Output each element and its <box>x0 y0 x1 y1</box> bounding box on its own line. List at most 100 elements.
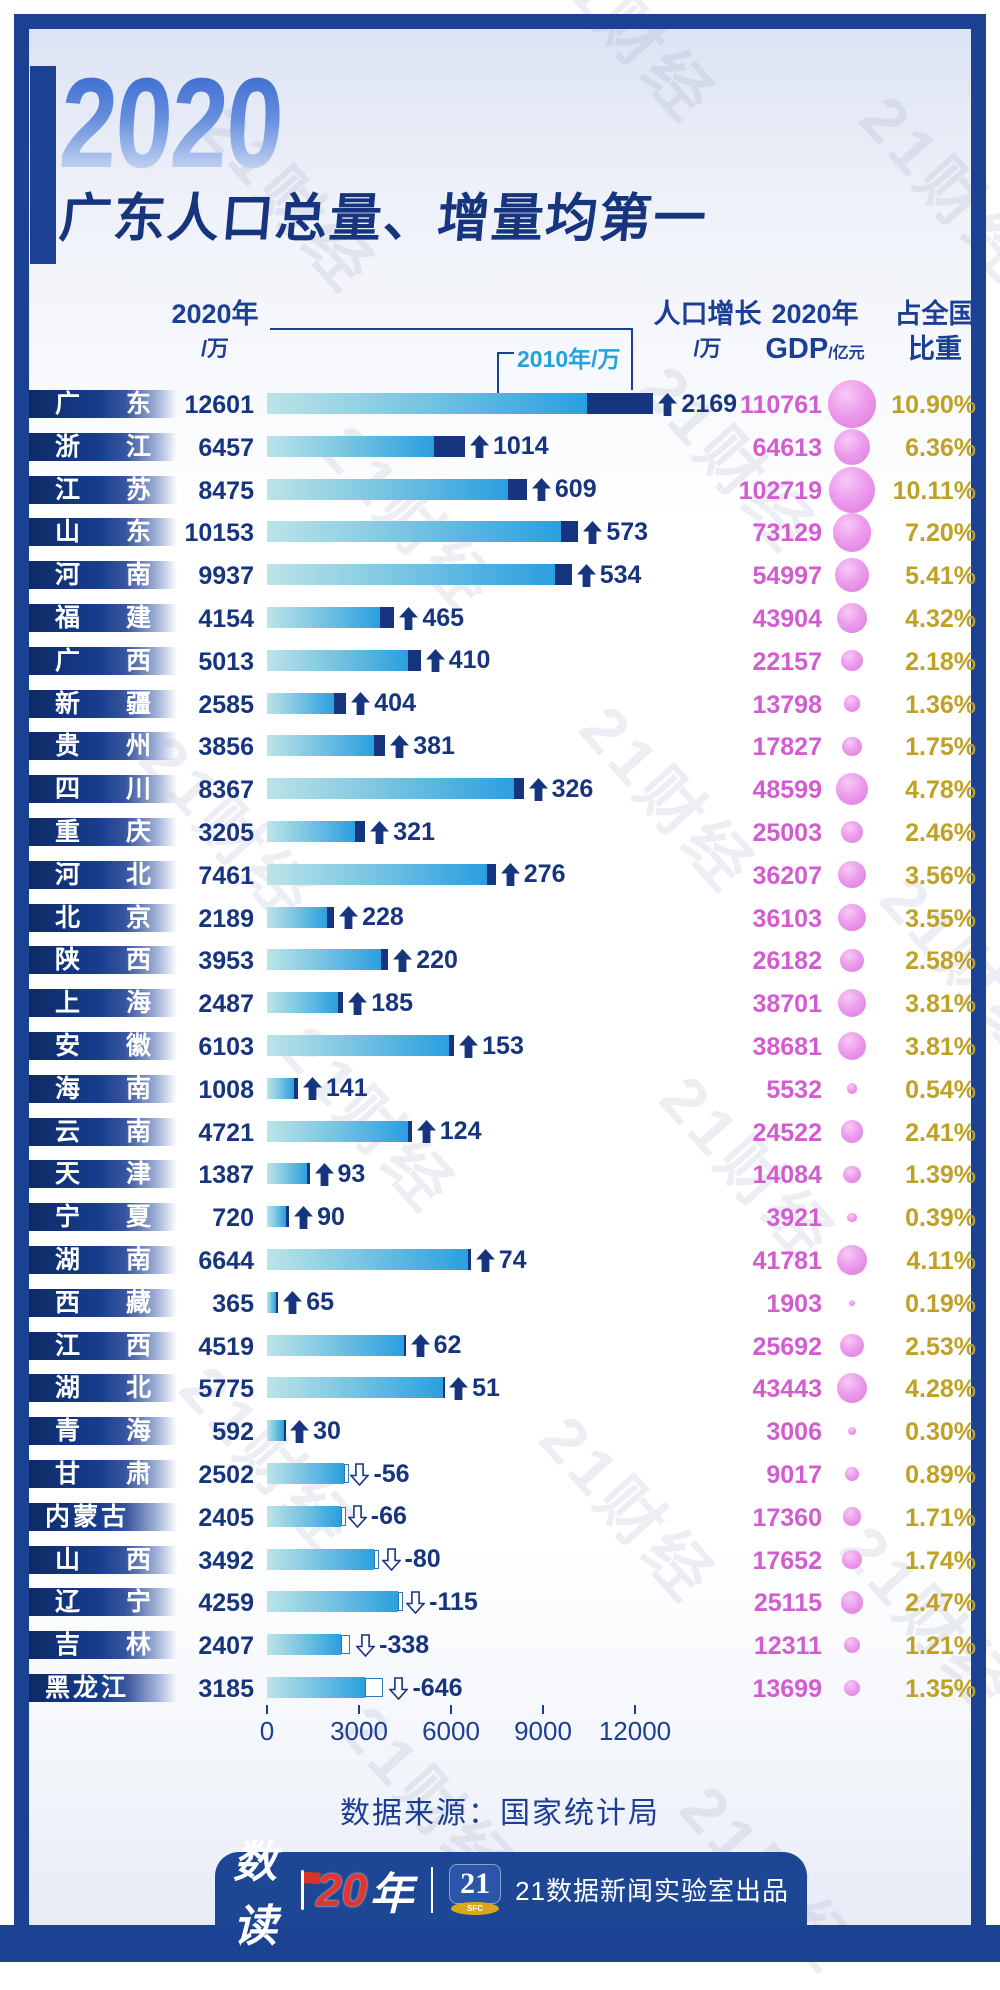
growth-indicator: 65 <box>283 1288 334 1317</box>
province-label: 福建 <box>29 604 177 632</box>
share-bubble <box>843 1165 861 1183</box>
population-bar <box>267 906 335 928</box>
pop-2020-value: 3856 <box>198 733 254 762</box>
title-year: 2020 <box>56 52 286 195</box>
bar-growth-segment <box>355 821 366 842</box>
share-bubble <box>838 903 866 932</box>
gdp-value: 17827 <box>752 733 822 762</box>
column-header-gdp-unit: /亿元 <box>828 345 865 362</box>
growth-value: 62 <box>433 1331 462 1360</box>
pop-2020-value: 2407 <box>198 1632 254 1661</box>
growth-arrow-up-icon <box>410 1334 430 1358</box>
growth-arrow-up-icon <box>370 820 390 844</box>
growth-arrow-up-icon <box>283 1291 303 1315</box>
growth-indicator: 74 <box>475 1246 527 1274</box>
province-char: 南 <box>125 1074 151 1103</box>
bar-2010-segment <box>267 1677 365 1698</box>
province-char: 海 <box>55 1074 81 1103</box>
share-bubble <box>840 1334 864 1358</box>
share-percent: 5.41% <box>905 562 976 591</box>
logo-year: 20 <box>316 1863 368 1916</box>
province-char: 北 <box>55 903 81 932</box>
party-flag-icon <box>300 1869 321 1910</box>
share-percent: 4.11% <box>906 1247 976 1275</box>
table-row: 新疆 2585 404 13798 1.36% <box>0 689 1000 719</box>
bar-decline-segment <box>364 1678 384 1697</box>
share-percent: 0.54% <box>905 1075 976 1104</box>
growth-indicator: 534 <box>576 561 641 589</box>
population-bar <box>267 1334 406 1356</box>
table-row: 河南 9937 534 54997 5.41% <box>0 558 1000 593</box>
growth-value: 276 <box>523 860 566 889</box>
table-row: 宁夏 720 90 3921 0.39% <box>0 1203 1000 1232</box>
population-bar <box>267 1548 380 1570</box>
bar-2010-segment <box>267 735 374 757</box>
province-label: 湖南 <box>29 1246 177 1274</box>
province-label: 宁夏 <box>29 1203 177 1232</box>
gdp-value: 22157 <box>752 647 822 676</box>
growth-indicator: 30 <box>290 1417 341 1445</box>
growth-value: 228 <box>362 903 404 932</box>
footer-banner: 数读 20 年 21 SFC 21数据新闻实验室出品 <box>215 1838 807 1951</box>
bar-2010-segment <box>267 1634 341 1656</box>
province-char: 陕 <box>55 946 81 975</box>
table-row: 甘肃 2502 -56 9017 0.89% <box>0 1460 1000 1489</box>
share-percent: 0.30% <box>905 1418 976 1447</box>
gdp-value: 102719 <box>738 476 822 505</box>
population-bar <box>267 821 366 842</box>
bar-decline-segment <box>374 1549 380 1569</box>
bar-growth-segment <box>586 393 654 414</box>
bar-2010-segment <box>267 1505 341 1527</box>
share-bubble <box>833 428 871 466</box>
growth-value: 185 <box>371 988 413 1017</box>
province-char: 藏 <box>125 1288 151 1317</box>
table-row: 天津 1387 93 14084 1.39% <box>0 1160 1000 1189</box>
share-percent: 2.46% <box>905 819 976 847</box>
growth-arrow-up-icon <box>449 1376 469 1400</box>
title-accent-bar <box>30 66 56 264</box>
province-char: 宁 <box>55 1203 81 1232</box>
share-bubble <box>847 1212 857 1222</box>
share-bubble <box>844 1637 860 1654</box>
growth-arrow-down-icon <box>406 1591 426 1614</box>
population-bar <box>267 435 465 457</box>
table-row: 海南 1008 141 5532 0.54% <box>0 1074 1000 1104</box>
share-percent: 3.81% <box>905 990 976 1019</box>
province-char: 北 <box>125 1374 151 1403</box>
province-label: 西藏 <box>29 1288 177 1317</box>
province-char: 建 <box>125 604 151 632</box>
column-header-growth: 人口增长 /万 <box>645 298 770 362</box>
province-label: 青海 <box>29 1417 177 1446</box>
share-bubble <box>848 1299 856 1306</box>
growth-value: 141 <box>325 1074 368 1103</box>
bar-2010-segment <box>267 1548 375 1570</box>
share-percent: 0.89% <box>905 1461 976 1489</box>
badge-sfc-label: SFC <box>451 1902 500 1915</box>
province-label: 山西 <box>29 1545 177 1574</box>
table-row: 黑龙江 3185 -646 13699 1.35% <box>0 1674 1000 1703</box>
growth-value: 2169 <box>681 389 738 418</box>
flag-cloth <box>303 1871 321 1885</box>
bar-growth-segment <box>373 735 386 757</box>
flag-pole <box>300 1869 304 1910</box>
province-char: 云 <box>55 1117 81 1146</box>
gdp-value: 36103 <box>752 904 822 933</box>
gdp-value: 1903 <box>766 1289 822 1318</box>
growth-indicator: 381 <box>390 732 455 760</box>
gdp-value: 25692 <box>752 1332 822 1361</box>
bar-2010-segment <box>267 1077 294 1099</box>
bar-2010-segment <box>267 1334 404 1356</box>
province-char: 北 <box>125 860 151 889</box>
growth-value: -66 <box>370 1502 407 1531</box>
pop-2020-value: 3185 <box>198 1675 254 1703</box>
growth-arrow-up-icon <box>531 478 551 502</box>
growth-indicator: -56 <box>350 1460 410 1488</box>
province-char: 湖 <box>55 1246 81 1274</box>
province-label: 重庆 <box>29 818 177 846</box>
pop-2020-value: 592 <box>212 1418 254 1447</box>
population-bar <box>267 735 386 757</box>
growth-indicator: 185 <box>348 989 413 1017</box>
column-header-gdp-text: GDP <box>765 333 829 365</box>
bar-2010-segment <box>267 1420 285 1442</box>
growth-indicator: 228 <box>339 903 404 932</box>
